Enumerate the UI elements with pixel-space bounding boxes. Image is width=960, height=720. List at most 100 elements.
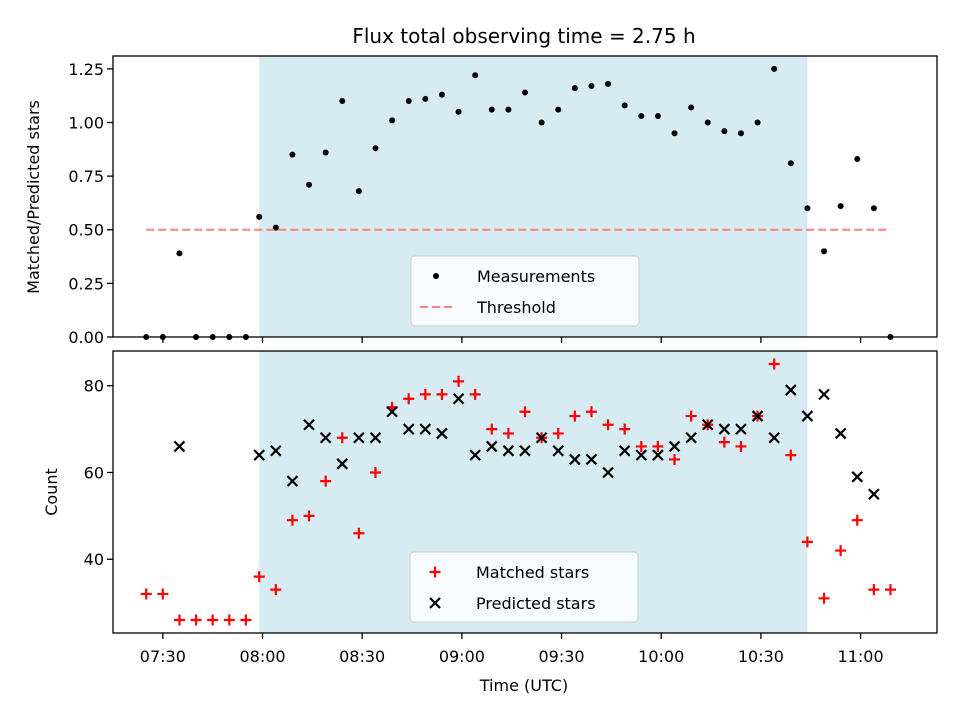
bottom-panel: 40 60 80 07:30 08:00 08:30 09:00 09:30 10:00 10:3…: [84, 350, 938, 666]
predicted-star-point: [585, 453, 598, 466]
matched-star-point: [585, 406, 597, 418]
predicted-star-point: [834, 427, 847, 440]
matched-star-point: [486, 423, 498, 435]
matched-star-point: [353, 527, 365, 539]
measurement-point: [289, 151, 296, 158]
measurement-point: [555, 106, 562, 113]
measurement-point: [256, 213, 263, 220]
matched-star-point: [419, 388, 431, 400]
y-tick-label: 0.00: [68, 328, 104, 347]
predicted-star-point: [253, 449, 265, 461]
measurement-point: [272, 224, 279, 231]
matched-star-point: [851, 514, 863, 526]
matched-star-point: [735, 440, 747, 452]
matched-star-point: [320, 475, 332, 487]
measurement-point: [721, 128, 728, 135]
measurement-point: [754, 119, 761, 126]
measurement-point: [538, 119, 545, 126]
y-tick-label: 1.25: [68, 60, 104, 79]
matched-star-point: [685, 410, 697, 422]
matched-star-point: [519, 406, 531, 418]
measurement-point: [688, 104, 695, 111]
measurement-point: [522, 89, 528, 96]
matched-star-point: [785, 449, 797, 461]
predicted-star-point: [319, 431, 332, 444]
y-tick-label: 0.75: [68, 167, 104, 186]
predicted-star-point: [419, 423, 432, 435]
matched-star-point: [190, 614, 202, 626]
top-panel: 0.00 0.25 0.50 0.75 1.00 1.25 Measurements Thre…: [68, 55, 938, 347]
x-tick-label: 10:00: [638, 647, 684, 666]
matched-star-point: [253, 571, 265, 583]
measurement-point: [870, 205, 877, 212]
matched-star-point: [369, 466, 381, 478]
matched-star-point: [502, 427, 514, 439]
legend-label: Matched stars: [476, 563, 589, 582]
predicted-star-point: [485, 440, 498, 453]
legend-label: Measurements: [477, 267, 595, 286]
measurement-point: [472, 72, 479, 79]
measurement-point: [605, 80, 612, 87]
y-tick-label: 1.00: [68, 113, 104, 132]
matched-star-point: [173, 614, 185, 626]
measurement-point: [422, 95, 429, 102]
y-tick-label: 80: [84, 377, 104, 396]
predicted-star-point: [369, 431, 382, 444]
predicted-star-point: [801, 410, 814, 422]
measurement-point: [176, 250, 183, 257]
predicted-star-point: [668, 440, 681, 453]
matched-star-point: [818, 592, 830, 604]
measurement-point: [821, 248, 828, 255]
matched-star-point: [223, 614, 235, 626]
matched-star-point: [569, 410, 581, 422]
measurement-point: [621, 102, 628, 109]
predicted-star-point: [469, 449, 481, 461]
matched-star-point: [140, 588, 152, 600]
plot-frame: [112, 350, 938, 634]
predicted-star-point: [452, 392, 465, 405]
legend: [409, 551, 639, 623]
predicted-star-point: [436, 427, 448, 440]
measurement-point: [571, 85, 578, 92]
legend-marker-measurements: [433, 273, 439, 279]
measurement-point: [455, 108, 462, 115]
predicted-star-point: [173, 440, 186, 453]
matched-star-point: [619, 423, 631, 435]
measurement-point: [787, 160, 794, 167]
measurement-point: [488, 106, 495, 113]
predicted-star-point: [818, 388, 830, 401]
predicted-star-point: [303, 418, 315, 431]
matched-star-point: [718, 436, 730, 448]
measurement-point: [704, 119, 711, 126]
predicted-star-point: [602, 466, 614, 479]
predicted-star-point: [402, 423, 415, 435]
measurement-point: [654, 113, 661, 120]
matched-star-point: [552, 427, 564, 439]
matched-star-point: [453, 375, 465, 387]
predicted-star-point: [386, 405, 398, 418]
measurement-point: [438, 91, 445, 98]
measurement-point: [306, 181, 313, 188]
measurement-point: [804, 205, 811, 212]
matched-star-point: [436, 388, 448, 400]
predicted-star-point: [286, 475, 299, 487]
legend-label: Predicted stars: [476, 594, 596, 613]
y-tick-label: 60: [84, 463, 104, 482]
y-tick-label: 0.50: [68, 221, 104, 240]
predicted-star-point: [552, 445, 565, 457]
legend: [410, 255, 640, 327]
top-y-axis-label: Matched/Predicted stars: [24, 100, 43, 294]
legend-label: Threshold: [476, 298, 556, 317]
chart-title: Flux total observing time = 2.75 h: [352, 24, 695, 48]
measurement-point: [355, 188, 362, 195]
predicted-star-point: [701, 418, 714, 431]
measurement-point: [837, 203, 844, 210]
matched-star-point: [469, 388, 481, 400]
x-tick-label: 09:00: [439, 647, 485, 666]
legend-marker-predicted: [429, 597, 441, 609]
x-tick-label: 11:00: [838, 647, 884, 666]
matched-star-point: [884, 584, 896, 596]
predicted-star-point: [751, 410, 764, 422]
predicted-star-point: [519, 445, 531, 457]
